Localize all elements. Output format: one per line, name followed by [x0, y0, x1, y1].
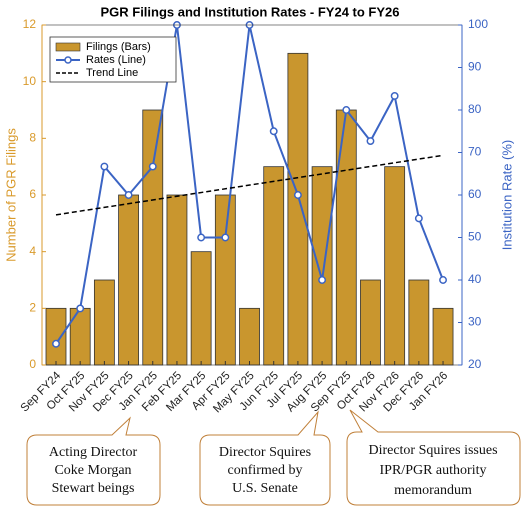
callout-box: [26, 416, 161, 506]
y2-tick-label: 50: [468, 230, 482, 244]
bar: [69, 307, 91, 366]
bar: [408, 279, 430, 366]
legend-label: Filings (Bars): [86, 41, 151, 53]
bar: [384, 166, 406, 366]
bar: [93, 279, 115, 366]
y-tick-label: 10: [23, 74, 37, 88]
bar: [214, 194, 236, 366]
annotation-text: U.S. Senate: [232, 481, 298, 496]
rate-marker: [269, 127, 278, 136]
rate-marker: [439, 276, 447, 284]
chart-title: PGR Filings and Institution Rates - FY24…: [100, 4, 399, 19]
y-tick-label: 6: [29, 187, 36, 201]
y-tick-label: 2: [29, 301, 36, 315]
trend-line: [55, 154, 444, 216]
bar: [142, 109, 164, 366]
annotation-text: Director Squires: [219, 445, 311, 460]
rate-marker: [414, 214, 423, 223]
annotation-text: Stewart beings: [52, 481, 135, 496]
legend-label: Trend Line: [86, 67, 138, 79]
annotation-text: Acting Director: [49, 445, 138, 460]
y2-tick-label: 60: [468, 187, 482, 201]
callouts: [26, 409, 521, 506]
legend-swatch: [64, 56, 72, 64]
annotation-text: confirmed by: [227, 463, 302, 478]
y2-tick-label: 80: [468, 102, 482, 116]
rate-marker: [197, 233, 206, 242]
rate-marker: [318, 276, 327, 284]
rate-marker: [221, 233, 230, 242]
bar: [287, 52, 309, 366]
y-tick-label: 8: [29, 131, 36, 145]
y-tick-label: 0: [29, 357, 36, 371]
rate-marker: [52, 339, 60, 348]
annotation-text: memorandum: [394, 483, 472, 498]
bar: [190, 251, 212, 366]
legend-swatch: [55, 42, 81, 52]
annotation-text: Director Squires issues: [368, 443, 497, 458]
bar: [432, 307, 454, 366]
y2-tick-label: 40: [468, 272, 482, 286]
rate-marker: [76, 304, 85, 313]
y2-tick-label: 30: [468, 315, 482, 329]
bar: [311, 166, 333, 366]
bar: [239, 307, 260, 366]
y2-tick-label: 70: [468, 145, 482, 159]
bar: [360, 279, 381, 366]
rate-marker: [100, 162, 109, 171]
rate-marker: [342, 106, 351, 114]
y2-tick-label: 100: [468, 17, 488, 31]
y-tick-label: 12: [23, 17, 37, 31]
annotation-text: IPR/PGR authority: [380, 463, 487, 478]
callout-box: [346, 409, 521, 506]
bar: [45, 307, 67, 366]
rate-marker: [124, 191, 133, 199]
bar: [335, 109, 357, 366]
y-tick-label: 4: [29, 244, 36, 258]
rate-marker: [390, 92, 399, 100]
y2-tick-label: 20: [468, 357, 482, 371]
bar: [166, 194, 188, 366]
bar: [263, 166, 285, 366]
y-axis-label: Number of PGR Filings: [3, 128, 18, 262]
y2-tick-label: 90: [468, 60, 482, 74]
bar: [118, 194, 139, 366]
rate-marker: [366, 137, 375, 145]
rate-marker: [148, 162, 157, 171]
y2-axis-label: Institution Rate (%): [499, 140, 514, 251]
callout-box: [199, 410, 331, 506]
legend-label: Rates (Line): [86, 54, 146, 66]
rate-marker: [293, 191, 302, 199]
annotation-text: Coke Morgan: [54, 463, 131, 478]
